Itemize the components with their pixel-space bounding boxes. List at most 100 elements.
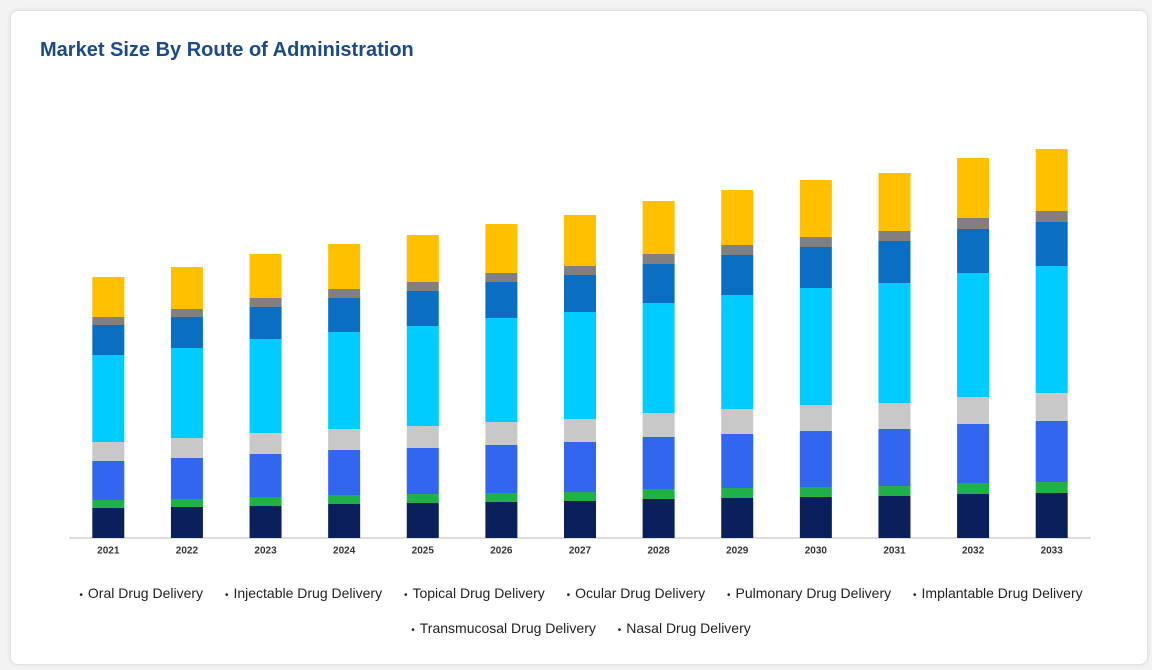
bar-segment [642,489,675,499]
bar-segment [1035,482,1068,493]
bar-segment [799,497,832,538]
bar-segment [878,429,911,486]
bar-segment [170,458,203,499]
bar-segment [406,282,439,291]
bar-segment [328,429,361,450]
bar-segment [721,488,754,498]
x-tick-label: 2033 [1041,546,1064,557]
x-tick-label: 2024 [333,546,356,557]
x-tick-label: 2027 [569,546,592,557]
bar-segment [642,303,675,413]
bar-segment [1035,421,1068,482]
bar-segment [878,241,911,283]
bar-segment [1035,393,1068,421]
bar-segment [249,307,282,339]
bar-segment [170,507,203,538]
x-tick-label: 2031 [883,546,906,557]
bar-segment [957,397,990,424]
legend-entry: Ocular Drug Delivery [567,585,705,601]
bar-segment [170,309,203,317]
bar-segment [485,318,518,422]
bar-segment [406,448,439,494]
bar-segment [92,442,125,461]
legend-entry: Nasal Drug Delivery [618,620,751,636]
bar-segment [92,355,125,442]
bar-segment [485,282,518,318]
bar-segment [957,483,990,494]
x-tick-label: 2032 [962,546,985,557]
bar-segment [799,180,832,237]
bar-segment [406,326,439,426]
bar-segment [328,244,361,289]
bar-segment [799,288,832,405]
bar-segment [249,298,282,307]
bar-segment [642,413,675,437]
bar-segment [721,434,754,488]
card: Market Size By Route of Administration 2… [10,10,1148,665]
bar-segment [249,339,282,433]
bar-segment [249,433,282,454]
bar-segment [249,497,282,506]
bar-segment [92,325,125,355]
bar-segment [328,504,361,538]
bar-segment [564,501,596,538]
chart-title: Market Size By Route of Administration [40,39,414,61]
legend: Oral Drug Delivery Injectable Drug Deliv… [51,577,1111,647]
bar-segment [642,264,675,303]
bar-segment [170,267,203,309]
bar-segment [642,201,675,254]
bar-segment [721,245,754,255]
bar-segment [1035,266,1068,393]
bar-segment [92,508,125,538]
bar-segment [799,247,832,288]
bar-segment [799,237,832,247]
bar-segment [485,502,518,538]
bar-segment [957,218,990,229]
bar-segment [406,494,439,503]
x-tick-label: 2023 [254,546,277,557]
bar-segment [721,190,754,245]
bar-segment [564,266,596,275]
bar-segment [328,450,361,495]
bar-segment [564,419,596,442]
bar-segment [878,486,911,496]
bar-segment [485,445,518,493]
bar-segment [328,298,361,332]
x-tick-label: 2025 [412,546,435,557]
x-tick-label: 2030 [805,546,828,557]
bar-segment [878,173,911,231]
bar-segment [170,317,203,348]
bar-segment [878,496,911,538]
bar-segment [328,332,361,429]
bar-segment [564,275,596,312]
bar-segment [564,312,596,419]
bar-segment [957,229,990,273]
legend-entry: Oral Drug Delivery [79,585,203,601]
bar-segment [406,426,439,448]
bar-segment [406,291,439,326]
bar-segment [170,438,203,458]
bar-segment [485,422,518,445]
bar-segment [485,493,518,502]
bar-segment [328,495,361,504]
bar-segment [878,231,911,241]
bar-segment [799,487,832,497]
bar-segment [642,437,675,489]
bar-segment [249,254,282,298]
bar-segment [485,273,518,282]
bar-segment [642,254,675,264]
bar-segment [406,235,439,282]
bar-segment [642,499,675,538]
x-tick-label: 2029 [726,546,749,557]
bar-segment [878,283,911,403]
bar-segment [564,492,596,501]
bar-segment [721,255,754,295]
bar-segment [92,500,125,508]
bar-segment [328,289,361,298]
bar-segment [1035,222,1068,266]
x-tick-label: 2028 [647,546,670,557]
bar-segment [721,498,754,538]
bar-segment [249,506,282,538]
x-tick-label: 2022 [176,546,199,557]
bar-segment [92,277,125,317]
